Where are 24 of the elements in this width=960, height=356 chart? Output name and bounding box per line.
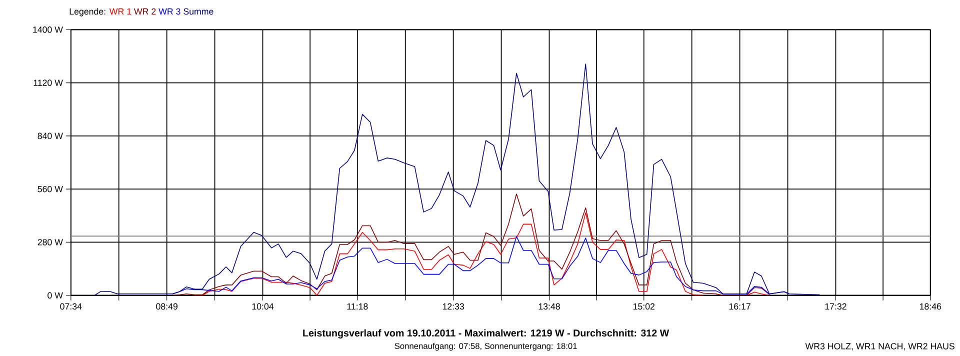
legend-title: Legende: <box>70 8 106 17</box>
y-tick-label: 280 W <box>38 239 63 246</box>
text: WR 1 <box>109 8 132 15</box>
text: Leistungsverlauf vom 19.10.2011 - Maximalwert: 1219 W - Durchschnitt: 312 W <box>303 329 670 339</box>
x-tick-label: 11:18 <box>347 303 368 310</box>
y-tick-label: 840 W <box>38 132 63 140</box>
x-tick-label: 13:48 <box>538 303 560 310</box>
y-tick-label: 560 W <box>38 186 63 192</box>
x-tick-label: 17:32 <box>825 303 846 310</box>
text: WR 3 <box>158 8 180 15</box>
y-tick-label: 1400 W <box>33 26 63 33</box>
text: Sonnenaufgang: 07:58, Sonnenuntergang: 18:01 <box>394 343 577 351</box>
text: WR3 HOLZ, WR1 NACH, WR2 HAUS <box>805 343 954 351</box>
text: WR 2 <box>134 8 156 15</box>
x-tick-label: 08:49 <box>156 303 178 310</box>
x-tick-label: 18:46 <box>920 303 942 310</box>
x-tick-label: 10:04 <box>252 303 274 310</box>
x-tick-label: 12:33 <box>442 303 464 310</box>
y-tick-label: 0 W <box>48 292 63 299</box>
text: Summe <box>184 8 214 15</box>
y-tick-label: 1120 W <box>34 80 63 86</box>
x-tick-label: 16:17 <box>729 303 750 310</box>
x-tick-label: 15:02 <box>633 303 655 310</box>
x-tick-label: 07:34 <box>60 303 82 310</box>
